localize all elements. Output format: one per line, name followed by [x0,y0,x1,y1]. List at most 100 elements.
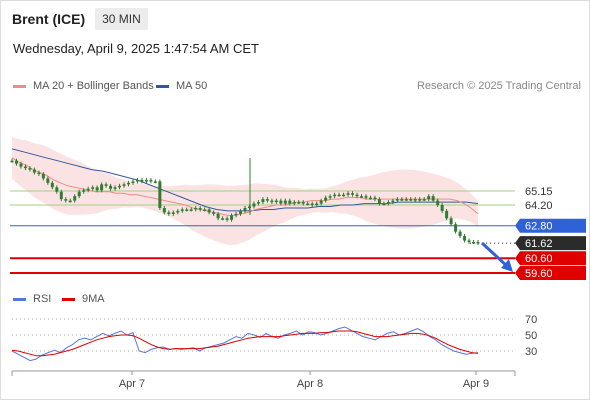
candle-body [449,218,453,225]
legend-rsi: RSI [13,293,51,305]
x-tick-label: Apr 9 [463,378,489,390]
x-tick-label: Apr 8 [297,378,323,390]
candle-body [373,197,377,200]
legend-rsi-label: RSI [33,293,52,305]
candle-body [247,206,251,209]
candle-body [32,169,36,173]
candle-body [360,196,363,198]
candle-body [162,207,166,213]
candle-body [216,213,220,219]
9ma-swatch [62,297,75,301]
candle-body [418,199,422,201]
candle-body [10,160,14,163]
x-tick-label: Apr 7 [119,378,145,390]
candle-body [135,179,139,182]
candle-body [256,202,260,204]
candle-body [306,203,310,206]
candle-body [283,200,287,204]
candle-body [198,207,202,210]
candle-body [239,210,243,214]
candle-body [50,182,54,188]
candle-body [400,199,404,201]
forecast-arrow-shaft [480,241,510,269]
candle-body [55,187,59,192]
candle-body [37,172,41,175]
candle-body [77,191,81,197]
candle-body [59,191,63,200]
candle-body [46,178,50,183]
candle-body [337,194,341,197]
candle-body [342,194,346,197]
legend-ma50-label: MA 50 [176,80,208,92]
candle-body [158,181,162,208]
candle-body [203,209,207,211]
candle-body [288,200,292,204]
candle-body [409,199,413,201]
forecast-arrow-head [501,259,513,272]
candle-body [431,196,435,201]
candle-body [207,209,211,213]
candle-body [28,168,32,170]
candle-body [127,182,130,185]
candle-body [315,203,319,206]
candle-body [445,210,449,219]
rsi-level-label-70: 70 [525,314,537,326]
candle-body [122,184,126,186]
candle-body [140,179,144,182]
candle-body [274,200,278,203]
candle-body [82,190,86,192]
candle-body [64,199,68,201]
candle-body [109,185,113,189]
timeframe-button[interactable]: 30 MIN [95,7,148,30]
candle-body [368,197,372,200]
candle-body [355,194,359,197]
candle-body [391,200,395,203]
level-label-62.80: 62.80 [525,221,553,233]
candle-body [422,199,426,201]
candle-body [454,224,458,232]
candle-body [171,212,175,214]
candle-body [386,202,390,204]
candle-body [230,215,234,220]
legend-ma20-label: MA 20 + Bollinger Bands [33,80,154,92]
candle-body [118,185,122,188]
candle-body [364,196,368,198]
candle-body [144,179,148,182]
rsi-swatch [13,297,26,301]
candle-body [346,193,350,195]
level-label-65.15: 65.15 [525,186,553,198]
candle-body [180,209,184,211]
candle-body [404,199,408,201]
candle-body [234,213,238,216]
rsi-ma-line [11,330,479,357]
candle-body [351,193,355,195]
candle-body [194,207,198,210]
candle-body [221,218,225,220]
ma50-swatch [156,84,169,88]
candle-body [427,196,431,200]
candle-body [91,187,95,189]
candle-body [395,199,399,201]
candle-body [261,199,265,203]
level-tag-60.60 [515,251,586,266]
ma20-swatch [13,84,26,88]
level-tag-61.62 [515,236,586,251]
candle-body [86,188,90,191]
rsi-level-label-50: 50 [525,330,537,342]
instrument-title: Brent (ICE) [12,10,86,27]
candle-body [463,236,467,241]
candle-body [440,205,444,211]
candle-body [467,240,471,242]
candle-body [225,218,229,220]
timestamp: Wednesday, April 9, 2025 1:47:54 AM CET [13,41,259,56]
rsi-line [11,326,479,362]
candle-body [319,200,323,204]
rsi-level-label-30: 30 [525,346,537,358]
candle-body [297,202,301,204]
candle-body [333,194,337,197]
candle-body [212,212,216,214]
candle-body [476,241,480,244]
candle-body [19,163,23,167]
header: Brent (ICE) 30 MIN [12,7,148,30]
